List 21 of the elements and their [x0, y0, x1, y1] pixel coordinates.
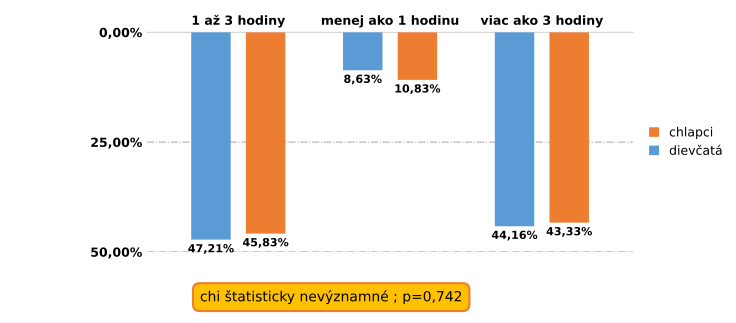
- data-label: 8,63%: [344, 74, 382, 84]
- x-tick-label: menej ako 1 hodinu: [322, 15, 458, 28]
- y-tick-label: 25,00%: [91, 138, 142, 149]
- x-tick-label: viac ako 3 hodiny: [480, 15, 604, 28]
- data-label: 45,83%: [242, 238, 288, 248]
- bar: [549, 32, 589, 223]
- text: chi štatisticky nevýznamné ; p=0,742: [200, 290, 462, 304]
- legend-label: chlapci: [670, 126, 712, 139]
- data-label: 44,16%: [492, 230, 538, 240]
- bar: [343, 32, 382, 70]
- bar: [191, 32, 231, 240]
- y-tick-label: 0,00%: [100, 28, 142, 39]
- bar: [246, 32, 286, 234]
- data-label: 43,33%: [546, 227, 592, 237]
- y-tick-label: 50,00%: [91, 247, 142, 258]
- x-tick-label: 1 až 3 hodiny: [192, 14, 286, 28]
- data-label: 47,21%: [188, 244, 234, 254]
- data-label: 10,83%: [396, 84, 440, 94]
- bar: [494, 32, 534, 226]
- legend-label: dievčatá: [670, 144, 722, 155]
- bar: [398, 32, 438, 80]
